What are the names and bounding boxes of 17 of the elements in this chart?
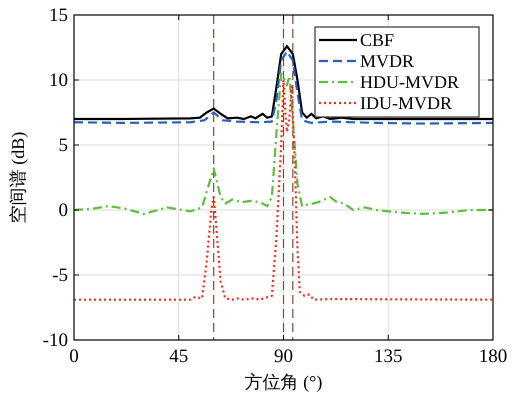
y-tick-label: -10 — [42, 330, 68, 351]
x-tick-label: 180 — [478, 346, 508, 367]
y-tick-label: 0 — [58, 200, 68, 221]
legend-label: IDU-MVDR — [360, 93, 452, 113]
y-tick-label: 10 — [49, 70, 68, 91]
x-tick-label: 90 — [274, 346, 293, 367]
x-axis-title: 方位角 (°) — [244, 372, 322, 392]
y-tick-label: -5 — [52, 265, 68, 286]
x-tick-label: 135 — [374, 346, 402, 367]
line-series — [72, 72, 494, 215]
y-tick-label: 5 — [58, 135, 68, 156]
legend-label: MVDR — [360, 51, 414, 71]
y-axis-title: 空间谱 (dB) — [8, 132, 28, 224]
legend-label: HDU-MVDR — [360, 72, 459, 92]
x-tick-label: 45 — [169, 346, 188, 367]
y-tick-label: 15 — [49, 5, 68, 26]
legend-label: CBF — [360, 30, 394, 50]
